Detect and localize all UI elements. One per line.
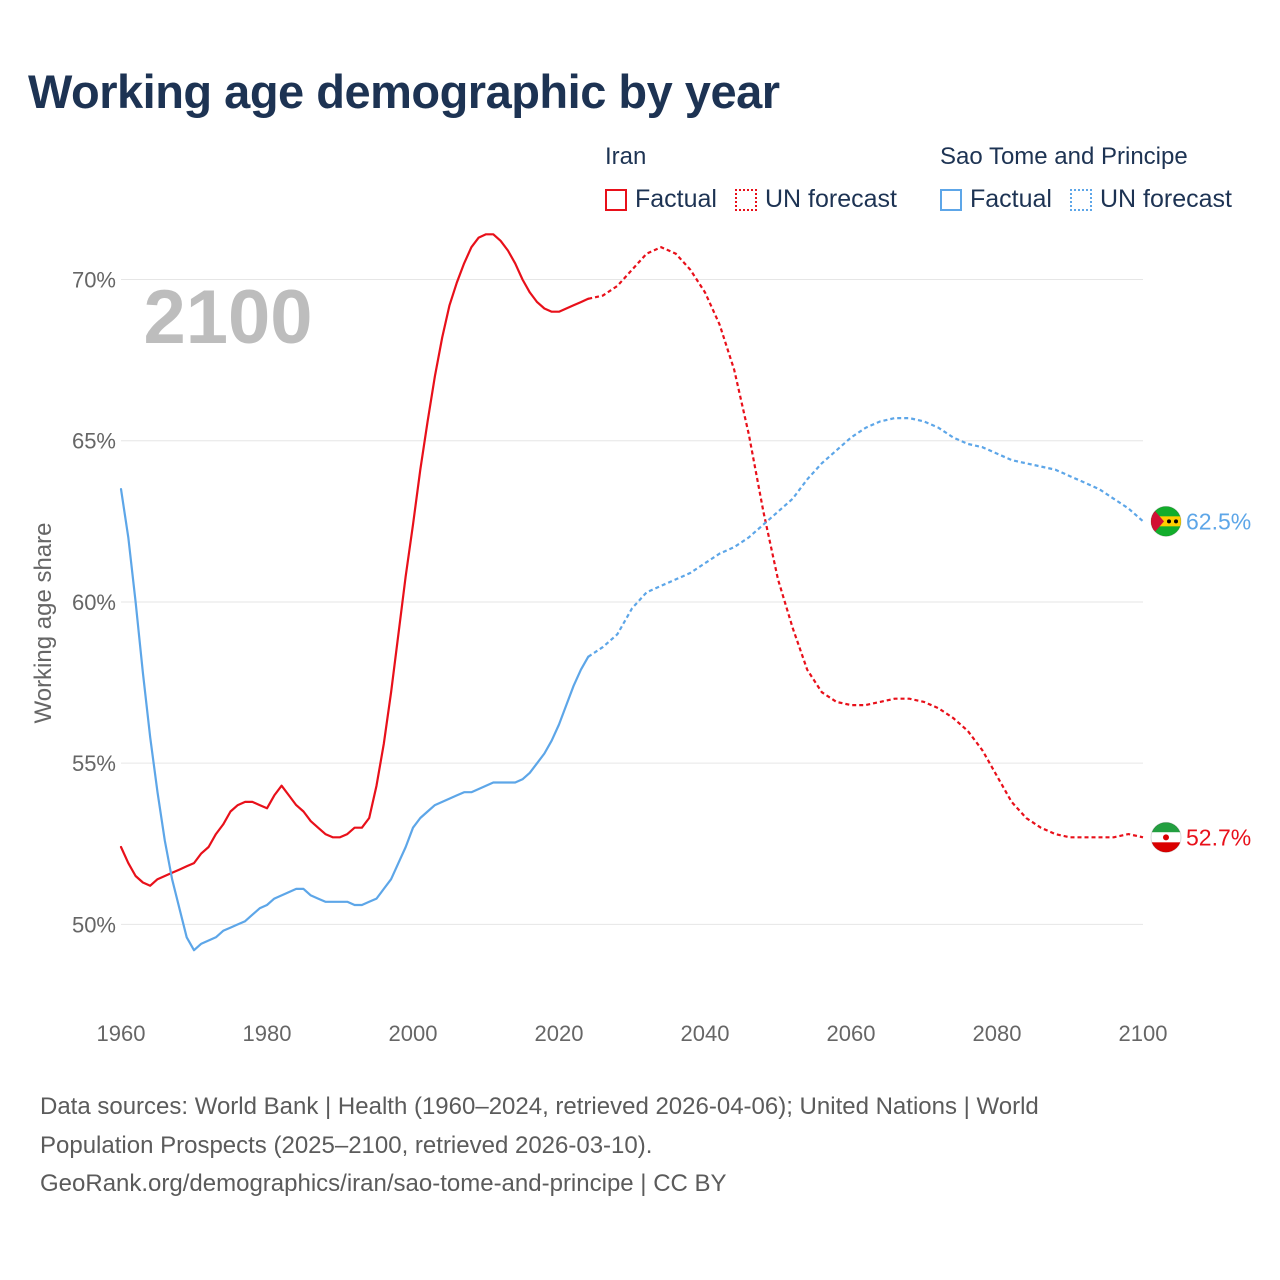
legend-swatch-solid [940, 188, 962, 211]
sao-tome-end-label: 62.5% [1186, 508, 1251, 534]
flag-band-yellow [1151, 516, 1181, 527]
y-axis-ticks: 50% 55% 60% 65% 70% [72, 267, 116, 937]
flag-outline [1150, 505, 1182, 537]
iran-flag-icon [1150, 821, 1182, 853]
y-tick-label: 50% [72, 912, 116, 937]
legend-sao-tome-forecast[interactable]: UN forecast [1069, 185, 1232, 214]
legend-iran-title: Iran [605, 143, 647, 170]
y-tick-label: 65% [72, 429, 116, 454]
legend-sao-tome[interactable]: Sao Tome and Principe Factual UN forecas… [940, 143, 1232, 214]
legend-iran-forecast[interactable]: UN forecast [734, 185, 897, 214]
line-chart: 2100 50% 55% 60% 65% 70% 1960 1980 2000 2020 204… [30, 233, 1251, 1046]
iran-end-label: 52.7% [1186, 824, 1251, 850]
legend-label: Factual [970, 185, 1052, 213]
x-tick-label: 1980 [243, 1021, 292, 1046]
x-axis-ticks: 1960 1980 2000 2020 2040 2060 2080 2100 [97, 1021, 1168, 1046]
end-markers: 52.7% 62.5% [1150, 505, 1251, 853]
x-tick-label: 1960 [97, 1021, 146, 1046]
x-tick-label: 2020 [535, 1021, 584, 1046]
y-tick-label: 70% [72, 267, 116, 292]
x-tick-label: 2100 [1119, 1021, 1168, 1046]
legend-label: UN forecast [1099, 185, 1232, 213]
x-tick-label: 2080 [973, 1021, 1022, 1046]
y-tick-label: 55% [72, 751, 116, 776]
x-tick-label: 2060 [827, 1021, 876, 1046]
legend-label: UN forecast [764, 185, 897, 213]
iran-forecast-line [587, 245, 1144, 839]
flag-emblem [1163, 834, 1169, 841]
sao-tome-factual-line [119, 488, 590, 952]
flag-star [1174, 519, 1178, 524]
legend-swatch-dotted [1069, 188, 1092, 211]
legend-sao-tome-title: Sao Tome and Principe [940, 143, 1188, 170]
source-line-3: GeoRank.org/demographics/iran/sao-tome-a… [40, 1170, 727, 1197]
x-tick-label: 2040 [681, 1021, 730, 1046]
flag-stripe-green [1151, 822, 1181, 833]
flag-star [1167, 519, 1171, 524]
series-layer [119, 233, 1144, 952]
flag-outline [1150, 821, 1182, 853]
chart-title: Working age demographic by year [28, 65, 780, 118]
flag-stripe-red [1151, 842, 1181, 853]
grid [121, 278, 1143, 925]
legend-sao-tome-factual[interactable]: Factual [940, 185, 1052, 214]
source-line-1: Data sources: World Bank | Health (1960–… [40, 1093, 1039, 1120]
legend-iran[interactable]: Iran Factual UN forecast [605, 143, 897, 214]
iran-factual-line [119, 233, 590, 887]
year-marker: 2100 [143, 275, 312, 360]
legend-label: Factual [635, 185, 717, 213]
sao-tome-flag-icon [1150, 505, 1182, 537]
source-note: Data sources: World Bank | Health (1960–… [40, 1088, 1240, 1204]
x-tick-label: 2000 [389, 1021, 438, 1046]
legend-swatch-dotted [734, 188, 757, 211]
y-tick-label: 60% [72, 590, 116, 615]
legend-iran-factual[interactable]: Factual [605, 185, 717, 214]
legend-swatch-solid [605, 188, 627, 211]
flag-triangle-red [1151, 506, 1164, 537]
sao-tome-forecast-line [587, 417, 1144, 658]
source-line-2: Population Prospects (2025–2100, retriev… [40, 1131, 653, 1159]
y-axis-label: Working age share [30, 523, 57, 724]
